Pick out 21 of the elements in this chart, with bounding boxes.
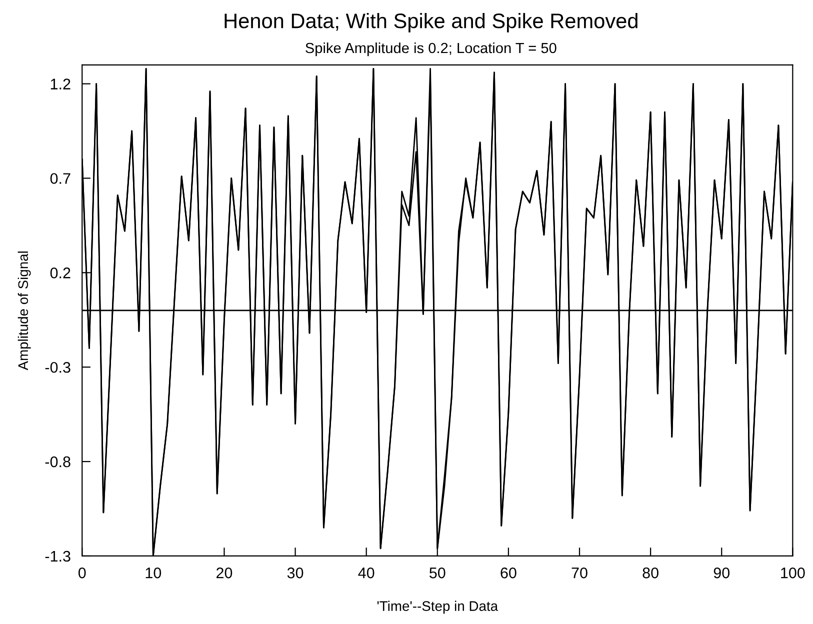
y-tick-label: -0.3 [45, 362, 70, 373]
chart-title: Henon Data; With Spike and Spike Removed [224, 12, 638, 32]
x-tick-label: 30 [287, 568, 304, 578]
chart-subtitle: Spike Amplitude is 0.2; Location T = 50 [306, 42, 556, 56]
x-tick-label: 50 [430, 568, 446, 578]
y-axis-title: Amplitude of Signal [18, 252, 31, 370]
y-tick-label: -1.3 [45, 550, 70, 562]
x-tick-label: 70 [572, 568, 588, 578]
x-tick-label: 60 [500, 568, 516, 578]
x-tick-label: 80 [642, 568, 658, 578]
x-axis-title: 'Time'--Step in Data [377, 600, 498, 614]
x-tick-label: 0 [78, 568, 86, 578]
x-tick-label: 40 [358, 568, 374, 578]
y-tick-label: 1.2 [50, 78, 70, 90]
x-tick-label: 90 [714, 568, 730, 578]
x-tick-label: 10 [146, 568, 162, 578]
y-tick-label: 0.2 [50, 268, 70, 278]
y-tick-label: -0.8 [45, 456, 70, 468]
y-tick-label: 0.7 [50, 173, 70, 184]
x-tick-label: 100 [781, 568, 805, 578]
x-tick-label: 20 [216, 568, 232, 578]
